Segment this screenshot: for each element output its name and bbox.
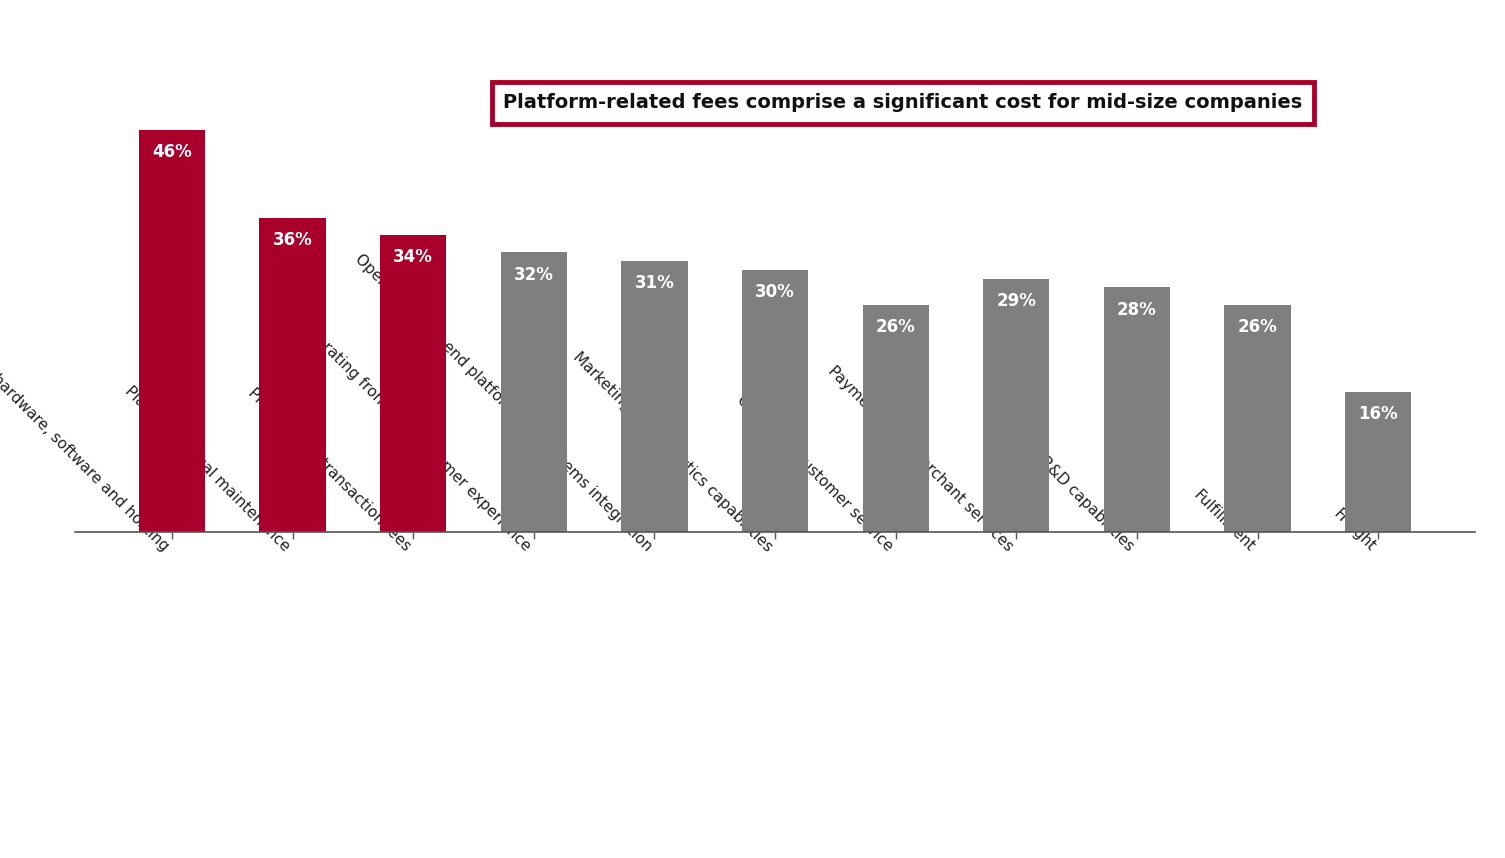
Text: 36%: 36%	[272, 231, 313, 249]
Bar	[622, 261, 688, 532]
Text: 34%: 34%	[393, 248, 433, 266]
Bar	[259, 218, 325, 532]
Bar	[1103, 287, 1169, 532]
Bar	[1225, 305, 1291, 532]
Bar	[1345, 392, 1412, 532]
Bar	[742, 270, 808, 532]
Text: 32%: 32%	[513, 266, 554, 284]
Text: 29%: 29%	[996, 292, 1037, 310]
Text: 30%: 30%	[756, 283, 795, 301]
Text: 26%: 26%	[1237, 318, 1278, 336]
Text: 31%: 31%	[635, 275, 674, 293]
Text: 16%: 16%	[1359, 405, 1398, 423]
Bar	[862, 305, 929, 532]
Bar	[501, 252, 567, 532]
Text: 26%: 26%	[876, 318, 915, 336]
Text: 28%: 28%	[1117, 300, 1157, 318]
Bar	[138, 130, 205, 532]
Bar	[983, 279, 1049, 532]
Text: 46%: 46%	[152, 143, 193, 161]
Text: Platform-related fees comprise a significant cost for mid-size companies: Platform-related fees comprise a signifi…	[503, 94, 1303, 112]
Bar	[381, 235, 447, 532]
